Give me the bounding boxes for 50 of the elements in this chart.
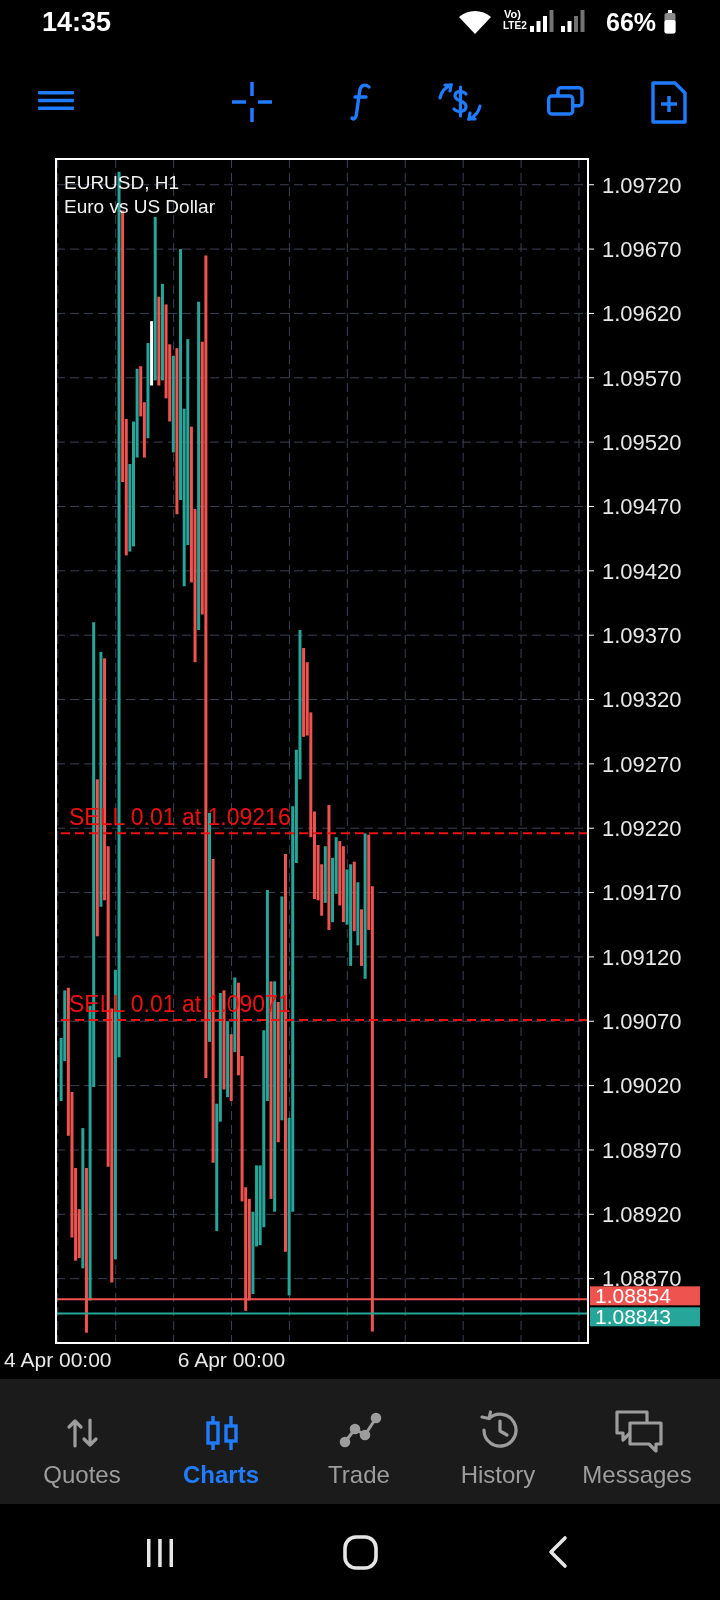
bar	[229, 1034, 233, 1102]
text: Vo)	[504, 8, 521, 20]
y-tick-label: 1.09120	[602, 944, 682, 970]
bar	[171, 355, 175, 453]
bar	[349, 864, 353, 966]
bar	[323, 846, 327, 903]
bar	[157, 296, 161, 386]
bar	[175, 348, 179, 515]
y-tick-label: 1.09420	[602, 558, 682, 584]
y-tick-label: 1.09270	[602, 751, 682, 777]
y-tick-label: 1.09570	[602, 365, 682, 391]
bar	[356, 882, 360, 946]
bar	[153, 216, 157, 381]
bar	[81, 1128, 85, 1269]
bar	[208, 812, 211, 1042]
y-tick-label: 1.09020	[602, 1073, 682, 1099]
text: Trade	[328, 1461, 390, 1488]
bar	[146, 343, 150, 439]
text: History	[460, 1461, 536, 1488]
y-tick-label: 1.09220	[602, 816, 682, 842]
y-tick-label: 1.09720	[602, 172, 682, 198]
text: 66%	[606, 8, 657, 36]
y-tick-label: 1.09170	[602, 880, 682, 906]
y-tick-label: 1.09470	[602, 494, 682, 520]
bar	[352, 861, 356, 932]
bar	[360, 909, 363, 966]
y-tick-label: 1.09070	[602, 1009, 682, 1035]
text: Charts	[182, 1461, 260, 1488]
y-tick-label: 1.09620	[602, 301, 682, 327]
text: LTE2	[503, 20, 527, 31]
y-tick-label: 1.09520	[602, 429, 682, 455]
y-tick-label: 1.09370	[602, 622, 682, 648]
bar	[363, 833, 367, 979]
text: Messages	[582, 1461, 692, 1488]
text: 14:35	[42, 7, 112, 37]
text: Quotes	[43, 1461, 121, 1488]
y-tick-label: 1.08920	[602, 1202, 682, 1228]
bar	[204, 255, 208, 1078]
x-tick-label: 6 Apr 00:00	[177, 1348, 286, 1372]
bar	[160, 283, 164, 381]
bar	[327, 805, 331, 930]
bar	[302, 648, 306, 737]
bar	[197, 301, 201, 631]
y-tick-label: 1.08970	[602, 1137, 682, 1163]
y-tick-label: 1.09670	[602, 236, 682, 262]
ref-line-label: 1.08843	[595, 1305, 671, 1329]
y-tick-label: 1.09320	[602, 687, 682, 713]
bar	[150, 321, 154, 386]
x-tick-label: 4 Apr 00:00	[4, 1348, 112, 1372]
bar	[226, 1021, 230, 1098]
